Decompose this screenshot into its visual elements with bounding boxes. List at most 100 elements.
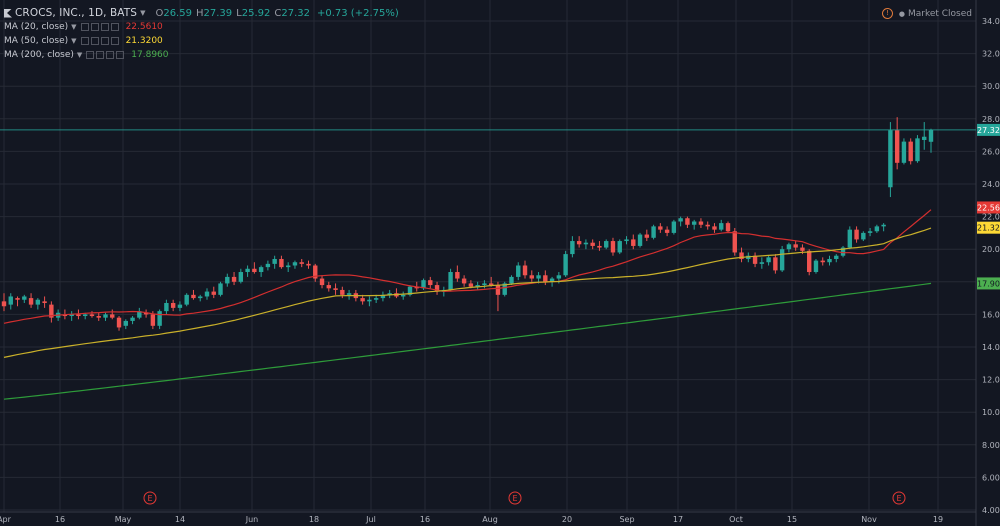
close-icon[interactable] bbox=[100, 23, 109, 31]
x-tick-label: Jul bbox=[365, 515, 376, 524]
indicator-row-ma20[interactable]: MA (20, close) ▼ 22.5610 bbox=[4, 20, 399, 34]
visibility-icon[interactable] bbox=[86, 51, 95, 59]
high-label: H bbox=[195, 7, 204, 19]
candle-body bbox=[258, 267, 264, 273]
chevron-down-icon[interactable]: ▼ bbox=[140, 8, 146, 17]
x-tick-label: Apr bbox=[0, 515, 12, 524]
candle-body bbox=[549, 278, 555, 282]
settings-icon[interactable] bbox=[90, 23, 99, 31]
indicator-label[interactable]: MA (20, close) bbox=[4, 21, 69, 32]
ma200-axis-label: 17.90 bbox=[977, 279, 1000, 288]
more-icon[interactable] bbox=[116, 51, 125, 59]
candle-body bbox=[766, 257, 771, 263]
indicator-row-ma50[interactable]: MA (50, close) ▼ 21.3200 bbox=[4, 34, 399, 48]
candle-body bbox=[516, 265, 521, 277]
chevron-down-icon[interactable]: ▼ bbox=[71, 36, 77, 45]
candle-body bbox=[705, 224, 710, 227]
candle-body bbox=[265, 263, 271, 268]
y-tick-label: 12.00 bbox=[982, 376, 1000, 385]
indicator-label[interactable]: MA (50, close) bbox=[4, 35, 69, 46]
x-tick-label: Sep bbox=[619, 515, 634, 524]
candle-body bbox=[509, 276, 514, 284]
y-tick-label: 34.00 bbox=[982, 17, 1000, 26]
close-icon[interactable] bbox=[100, 37, 109, 45]
indicator-row-ma200[interactable]: MA (200, close) ▼ 17.8960 bbox=[4, 48, 399, 62]
candle-body bbox=[840, 247, 846, 256]
candle-body bbox=[434, 285, 440, 292]
flag-icon bbox=[4, 8, 12, 18]
candle-body bbox=[225, 276, 230, 284]
candle-body bbox=[583, 242, 589, 245]
more-icon[interactable] bbox=[110, 37, 119, 45]
x-tick-label: 14 bbox=[175, 515, 185, 524]
symbol-title[interactable]: CROCS, INC., 1D, BATS bbox=[15, 6, 138, 19]
candle-body bbox=[231, 276, 237, 282]
earnings-marker[interactable] bbox=[508, 491, 522, 505]
chevron-down-icon[interactable]: ▼ bbox=[71, 22, 77, 31]
high-value: 27.39 bbox=[203, 7, 233, 19]
candle-body bbox=[130, 317, 135, 321]
x-tick-label: Aug bbox=[482, 515, 498, 524]
candle-body bbox=[170, 302, 176, 308]
candle-body bbox=[874, 226, 880, 232]
alert-icon[interactable]: ! bbox=[881, 8, 893, 19]
y-tick-label: 6.00 bbox=[982, 473, 1000, 482]
candle-body bbox=[617, 241, 622, 253]
visibility-icon[interactable] bbox=[80, 37, 89, 45]
candle-body bbox=[807, 250, 812, 273]
candle-body bbox=[800, 247, 805, 251]
candle-body bbox=[563, 254, 568, 276]
earnings-marker[interactable] bbox=[143, 491, 157, 505]
earnings-marker-label: E bbox=[896, 494, 901, 503]
y-tick-label: 10.00 bbox=[982, 408, 1000, 417]
candle-body bbox=[637, 234, 643, 246]
candle-body bbox=[116, 317, 122, 328]
status-dot-icon: ● bbox=[898, 9, 905, 18]
candle-body bbox=[340, 289, 345, 295]
candle-body bbox=[915, 138, 920, 162]
candle-body bbox=[793, 244, 798, 248]
candle-body bbox=[15, 298, 20, 300]
candle-body bbox=[739, 252, 744, 259]
candle-body bbox=[292, 262, 298, 266]
open-label: O bbox=[155, 7, 164, 19]
candle-body bbox=[414, 286, 419, 289]
candle-body bbox=[245, 268, 250, 273]
ma50-axis-label-bg bbox=[977, 221, 1000, 234]
candle-body bbox=[367, 299, 372, 302]
more-icon[interactable] bbox=[110, 23, 119, 31]
candle-body bbox=[786, 244, 792, 250]
change-value: +0.73 (+2.75%) bbox=[316, 7, 399, 19]
candle-body bbox=[779, 249, 785, 271]
earnings-marker[interactable] bbox=[892, 491, 906, 505]
candle-body bbox=[28, 298, 34, 305]
ma50-axis-label: 21.32 bbox=[977, 224, 1000, 233]
y-tick-label: 4.00 bbox=[982, 506, 1000, 515]
ma20-line bbox=[3, 209, 932, 324]
candle-body bbox=[488, 283, 494, 286]
x-tick-label: Jun bbox=[245, 515, 259, 524]
x-tick-label: May bbox=[115, 515, 132, 524]
candle-body bbox=[346, 293, 352, 295]
y-tick-label: 8.00 bbox=[982, 441, 1000, 450]
candle-body bbox=[76, 314, 81, 317]
candle-body bbox=[380, 294, 386, 299]
candle-body bbox=[306, 263, 311, 266]
candle-body bbox=[204, 291, 210, 297]
candle-body bbox=[631, 239, 636, 246]
indicator-label[interactable]: MA (200, close) bbox=[4, 49, 74, 60]
candle-body bbox=[421, 280, 426, 289]
candle-body bbox=[678, 218, 683, 222]
close-label: C bbox=[274, 7, 282, 19]
close-icon[interactable] bbox=[106, 51, 115, 59]
chevron-down-icon[interactable]: ▼ bbox=[76, 50, 83, 59]
candle-body bbox=[164, 302, 169, 312]
candle-body bbox=[428, 280, 433, 286]
candle-body bbox=[928, 129, 934, 142]
candle-body bbox=[184, 294, 189, 305]
settings-icon[interactable] bbox=[90, 37, 99, 45]
settings-icon[interactable] bbox=[96, 51, 105, 59]
visibility-icon[interactable] bbox=[80, 23, 89, 31]
